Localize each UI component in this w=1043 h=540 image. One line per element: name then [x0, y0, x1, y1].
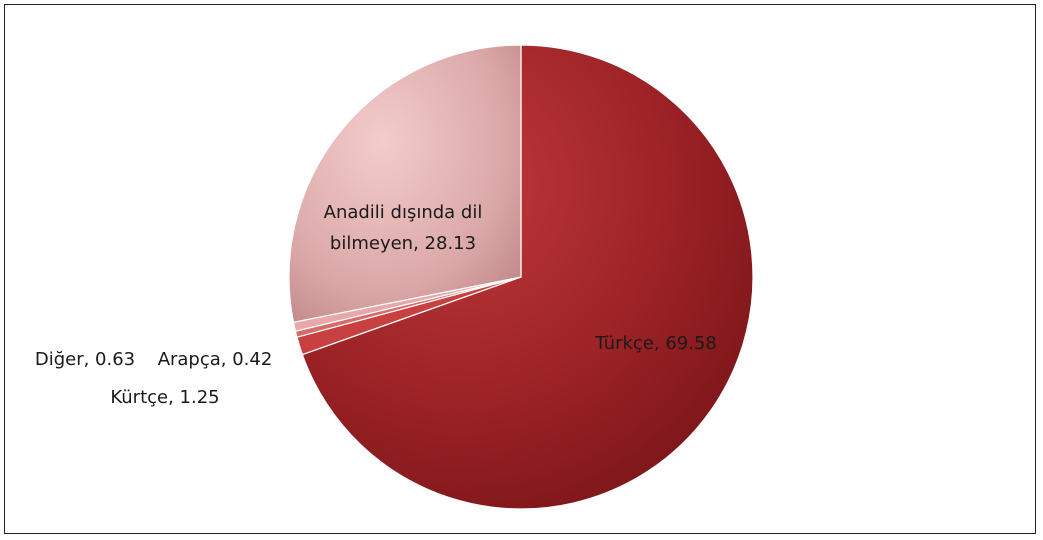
pie-slices: [288, 44, 754, 510]
slice-label-2: Kürtçe, 1.25: [110, 387, 219, 408]
pie-slice-5: [288, 44, 522, 323]
chart-frame: Türkçe, 69.58 Kürtçe, 1.25 Arapça, 0.42 Diğ…: [4, 4, 1036, 534]
slice-label-5-line-2: bilmeyen, 28.13: [330, 233, 476, 254]
pie-slice-1: [301, 44, 754, 510]
slice-label-3: Arapça, 0.42: [158, 349, 273, 370]
pie-labels: Türkçe, 69.58 Kürtçe, 1.25 Arapça, 0.42 Diğ…: [35, 202, 717, 408]
slice-label-5-line-1: Anadili dışında dil: [324, 202, 483, 223]
slice-label-1: Türkçe, 69.58: [594, 333, 717, 354]
pie-chart: Türkçe, 69.58 Kürtçe, 1.25 Arapça, 0.42 Diğ…: [35, 44, 754, 510]
slice-label-4: Diğer, 0.63: [35, 349, 135, 370]
